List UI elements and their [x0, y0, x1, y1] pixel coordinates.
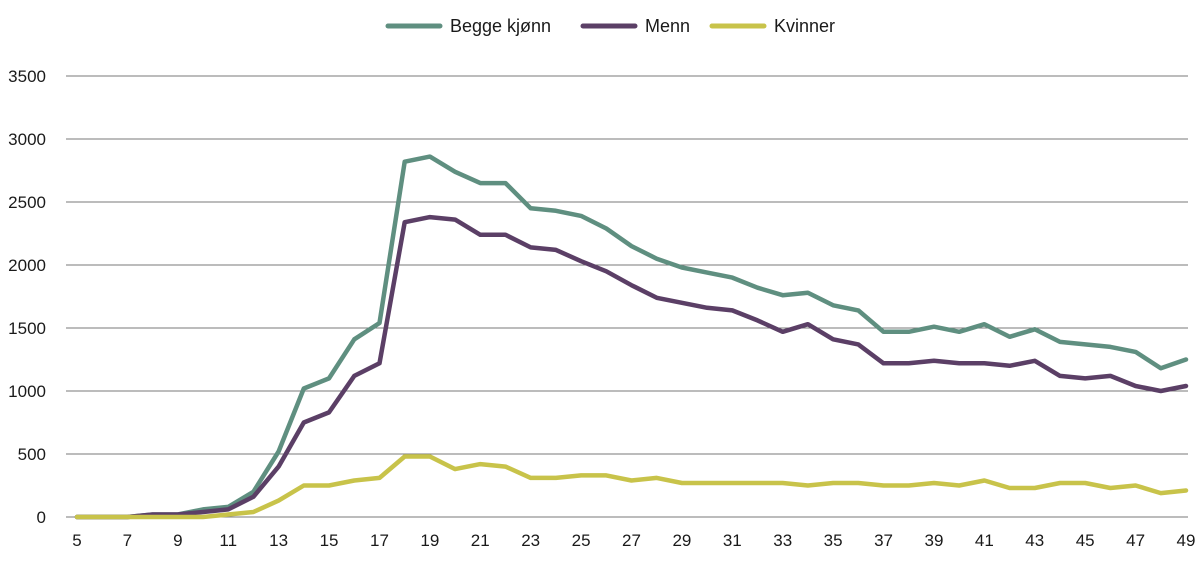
- series-line-3: [74, 454, 1189, 520]
- x-tick-label: 47: [1126, 531, 1145, 550]
- x-tick-label: 43: [1025, 531, 1044, 550]
- y-tick-label: 3500: [8, 67, 46, 86]
- x-tick-label: 27: [622, 531, 641, 550]
- series-line-1: [74, 154, 1189, 520]
- legend: Begge kjønn Menn Kvinner: [385, 16, 835, 36]
- y-tick-label: 2000: [8, 256, 46, 275]
- x-tick-label: 45: [1076, 531, 1095, 550]
- legend-label: Kvinner: [774, 16, 835, 36]
- y-tick-label: 1500: [8, 319, 46, 338]
- x-tick-label: 5: [72, 531, 81, 550]
- x-tick-label: 25: [572, 531, 591, 550]
- series-lines: [74, 154, 1189, 520]
- x-tick-label: 35: [824, 531, 843, 550]
- x-axis-tick-labels: 5 7 9 11 13 15 17 19 21 23 25 27 29 31 33 35 37 39 41 43 45 4…: [72, 531, 1195, 550]
- x-tick-label: 9: [173, 531, 182, 550]
- x-tick-label: 11: [219, 531, 237, 550]
- y-tick-label: 3000: [8, 130, 46, 149]
- legend-label: Begge kjønn: [450, 16, 551, 36]
- legend-label: Menn: [645, 16, 690, 36]
- x-tick-label: 31: [723, 531, 742, 550]
- x-tick-label: 41: [975, 531, 994, 550]
- x-tick-label: 23: [521, 531, 540, 550]
- legend-item: Menn: [580, 16, 690, 36]
- x-tick-label: 15: [320, 531, 339, 550]
- y-axis-tick-labels: 0 500 1000 1500 2000 2500 3000 3500: [8, 67, 46, 527]
- x-tick-label: 21: [471, 531, 490, 550]
- x-tick-label: 17: [370, 531, 389, 550]
- x-tick-label: 13: [269, 531, 288, 550]
- y-gridlines: [66, 75, 1188, 518]
- x-tick-label: 29: [672, 531, 691, 550]
- y-tick-label: 2500: [8, 193, 46, 212]
- x-tick-label: 33: [773, 531, 792, 550]
- x-tick-label: 19: [420, 531, 439, 550]
- y-tick-label: 1000: [8, 382, 46, 401]
- x-tick-label: 7: [123, 531, 132, 550]
- series-line-2: [74, 214, 1189, 520]
- legend-item: Begge kjønn: [385, 16, 551, 36]
- x-tick-label: 49: [1177, 531, 1196, 550]
- x-tick-label: 39: [924, 531, 943, 550]
- y-tick-label: 0: [37, 508, 46, 527]
- y-tick-label: 500: [18, 445, 46, 464]
- legend-item: Kvinner: [709, 16, 835, 36]
- x-tick-label: 37: [874, 531, 893, 550]
